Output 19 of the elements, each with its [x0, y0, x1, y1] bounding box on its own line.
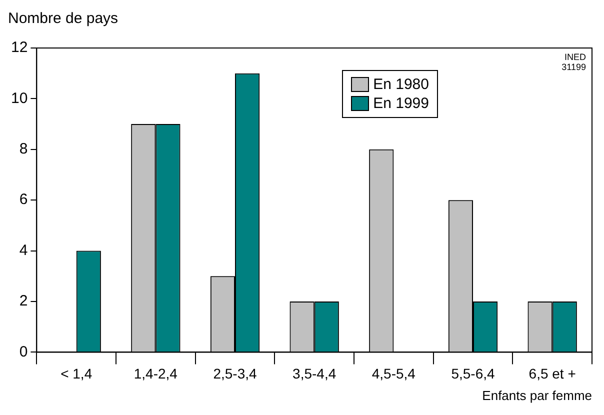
y-tick-label: 2 — [19, 292, 28, 310]
y-tick-label: 12 — [10, 39, 28, 56]
x-tick-label: < 1,4 — [60, 365, 92, 382]
legend-label: En 1999 — [373, 95, 429, 112]
x-axis-title: Enfants par femme — [482, 388, 592, 403]
y-tick-label: 4 — [19, 242, 28, 259]
y-tick-label: 10 — [10, 90, 28, 107]
x-tick-label: 1,4-2,4 — [134, 365, 178, 382]
x-tick-label: 2,5-3,4 — [213, 365, 258, 382]
y-tick-label: 6 — [19, 191, 28, 208]
x-tick-label: 6,5 et + — [528, 365, 576, 382]
x-tick-label: 4,5-5,4 — [372, 365, 416, 382]
y-tick-label: 0 — [19, 343, 28, 360]
x-tick-label: 3,5-4,4 — [292, 365, 336, 382]
y-tick-label: 8 — [19, 140, 28, 158]
x-tick-label: 5,5-6,4 — [451, 365, 496, 382]
y-axis-title: Nombre de pays — [8, 10, 118, 27]
legend-label: En 1980 — [373, 76, 429, 93]
annotation: INED 31199 — [562, 52, 586, 72]
